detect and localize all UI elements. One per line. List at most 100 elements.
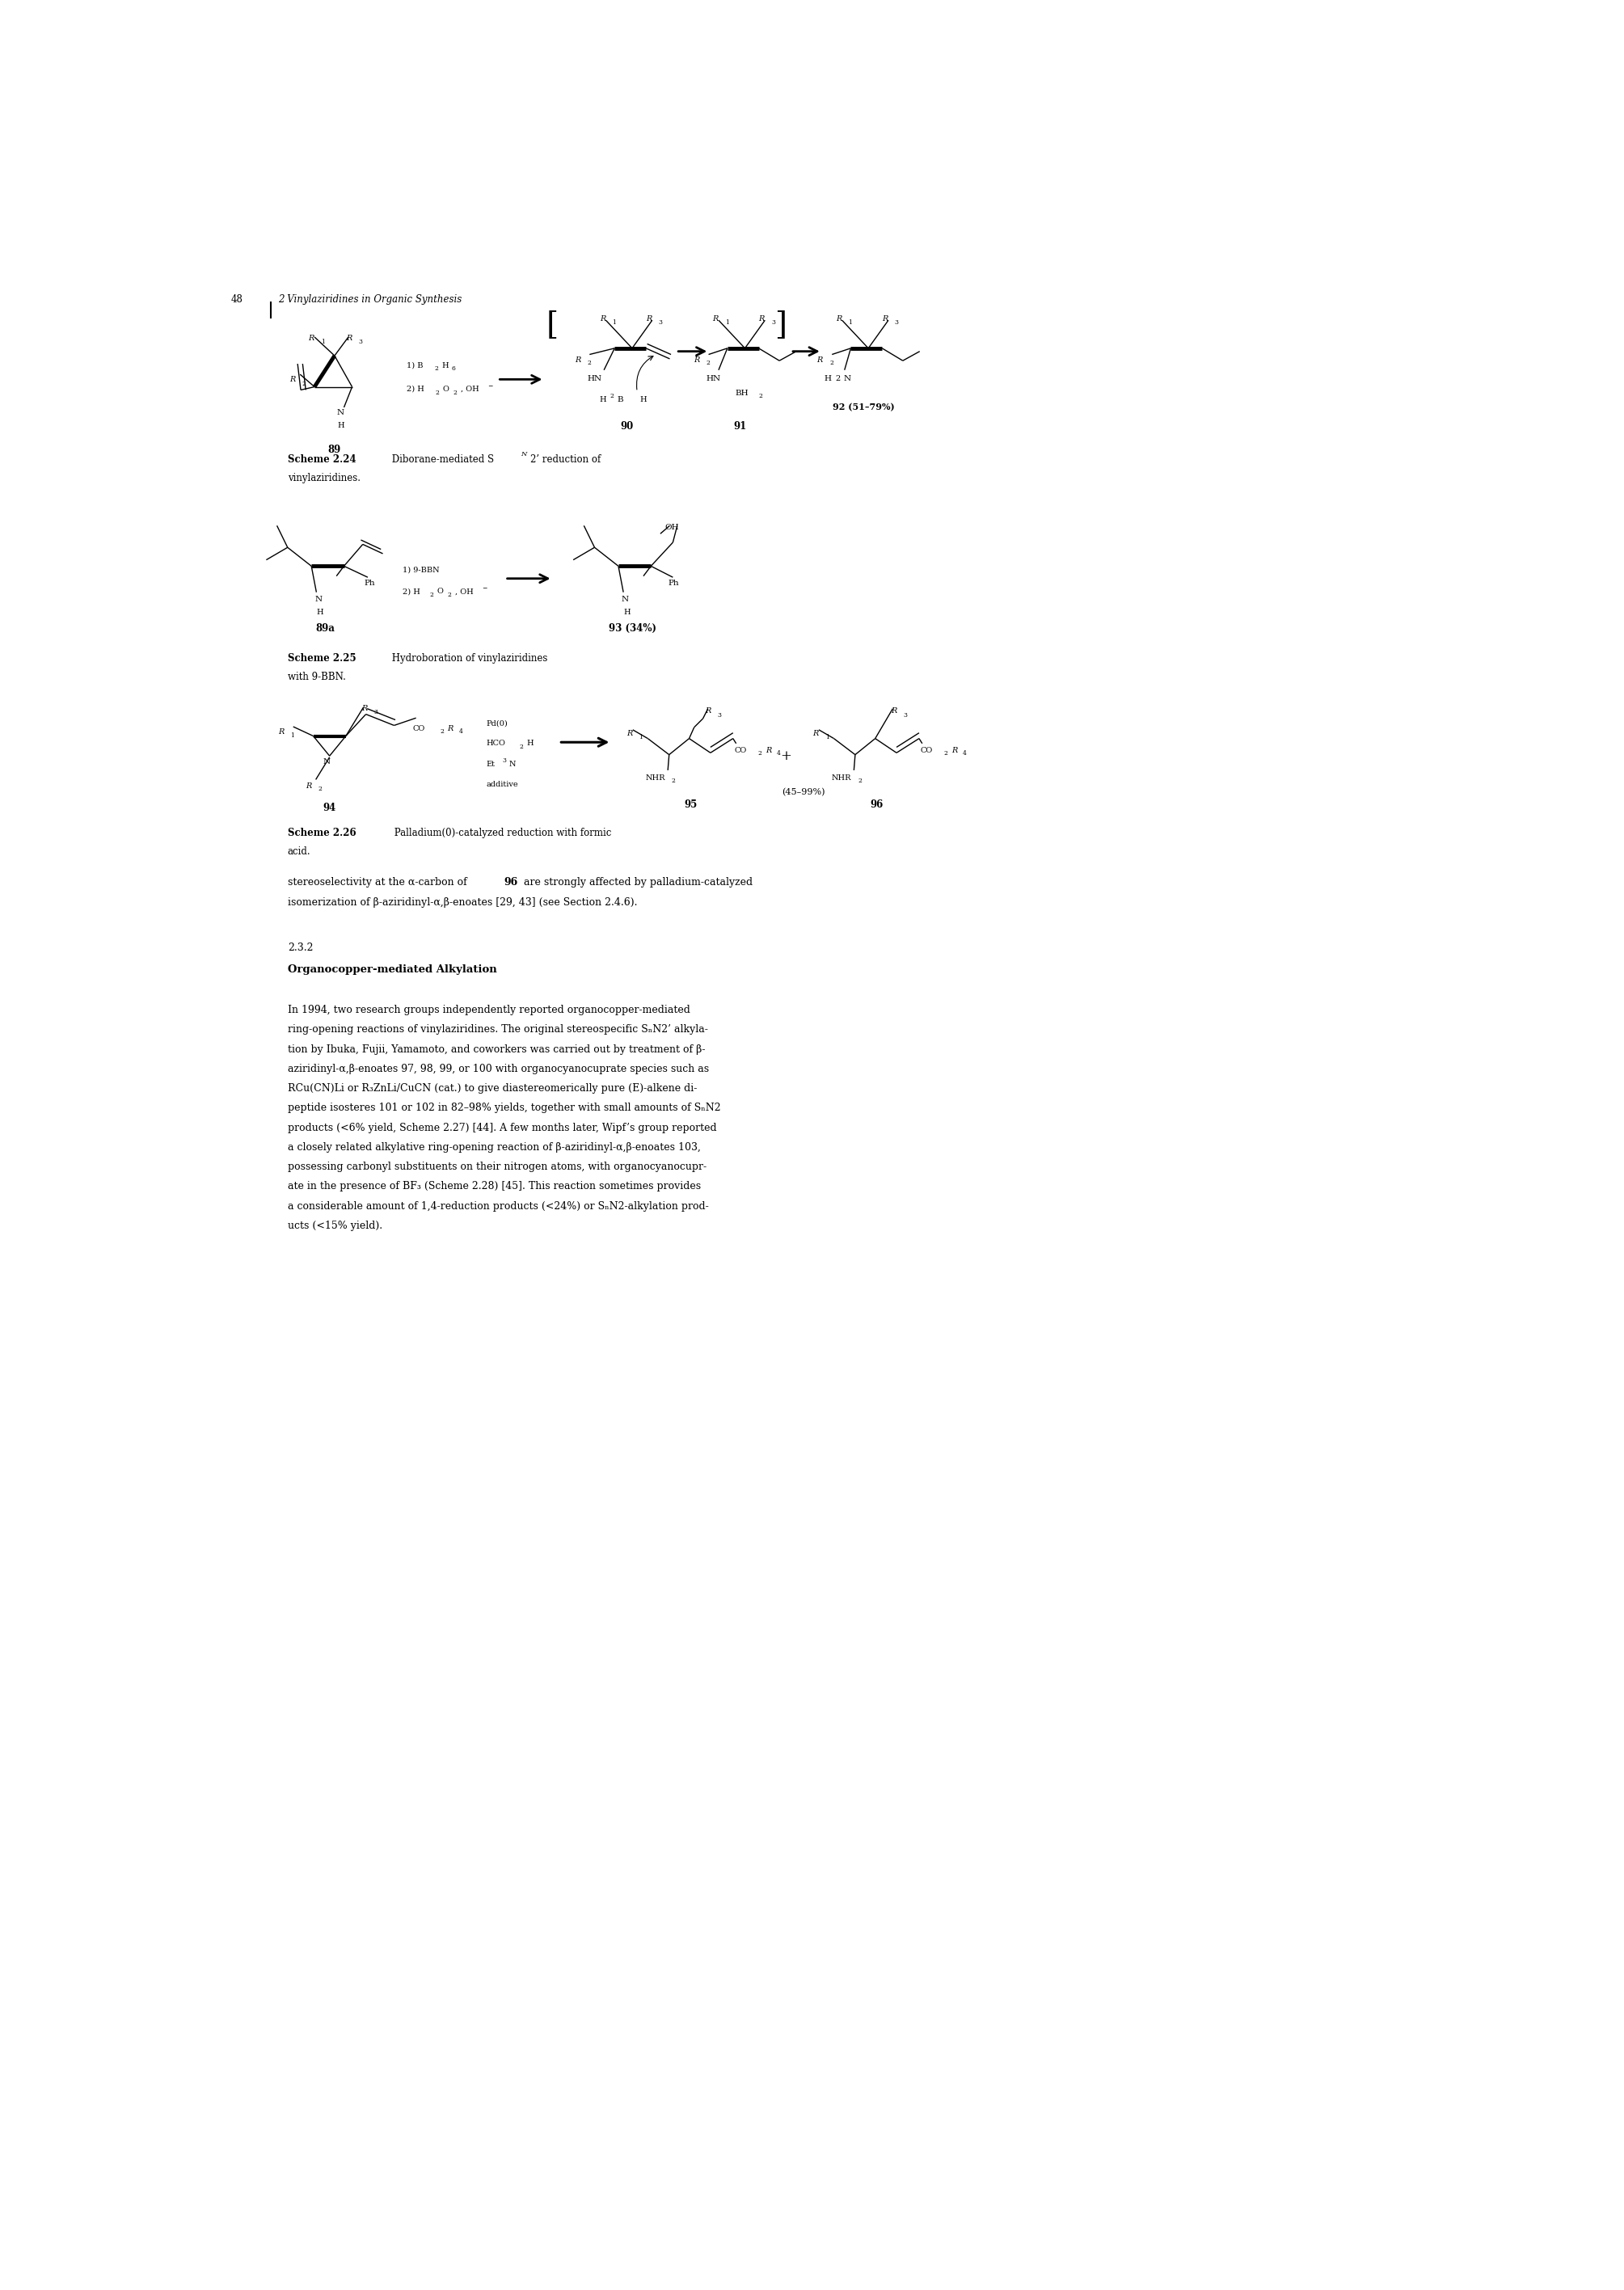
Text: 4: 4 xyxy=(458,728,463,735)
Text: 2: 2 xyxy=(586,360,591,366)
Text: 2: 2 xyxy=(435,389,440,396)
Text: Scheme 2.26: Scheme 2.26 xyxy=(287,827,356,838)
Text: 2 Vinylaziridines in Organic Synthesis: 2 Vinylaziridines in Organic Synthesis xyxy=(278,293,461,305)
Text: R: R xyxy=(575,357,580,364)
Text: 2: 2 xyxy=(758,394,763,398)
Text: vinylaziridines.: vinylaziridines. xyxy=(287,472,361,483)
Text: acid.: acid. xyxy=(287,847,310,856)
Text: Organocopper-mediated Alkylation: Organocopper-mediated Alkylation xyxy=(287,964,497,976)
Text: 1: 1 xyxy=(638,735,643,740)
Text: peptide isosteres 101 or 102 in 82–98% yields, together with small amounts of Sₙ: peptide isosteres 101 or 102 in 82–98% y… xyxy=(287,1104,721,1113)
Text: 2: 2 xyxy=(302,380,305,387)
Text: (45–99%): (45–99%) xyxy=(781,788,825,797)
Text: R: R xyxy=(765,747,771,753)
Text: tion by Ibuka, Fujii, Yamamoto, and coworkers was carried out by treatment of β-: tion by Ibuka, Fujii, Yamamoto, and cowo… xyxy=(287,1044,705,1056)
Text: , OH: , OH xyxy=(461,385,479,394)
Text: R: R xyxy=(758,316,765,323)
Text: R: R xyxy=(836,316,841,323)
Text: are strongly affected by palladium-catalyzed: are strongly affected by palladium-catal… xyxy=(521,877,754,889)
Text: Diborane-mediated S: Diborane-mediated S xyxy=(390,453,494,465)
Text: 2: 2 xyxy=(318,785,322,792)
Text: 1) 9-BBN: 1) 9-BBN xyxy=(403,566,438,572)
Text: R: R xyxy=(278,728,284,735)
Text: CO: CO xyxy=(921,747,932,753)
Text: O: O xyxy=(437,589,443,595)
Text: 96: 96 xyxy=(870,799,883,811)
Text: H: H xyxy=(640,396,646,403)
Text: Scheme 2.25: Scheme 2.25 xyxy=(287,653,356,664)
Text: BH: BH xyxy=(736,389,749,396)
Text: with 9-BBN.: with 9-BBN. xyxy=(287,671,346,682)
Text: H: H xyxy=(526,740,534,747)
Text: 3: 3 xyxy=(374,710,378,717)
Text: 1: 1 xyxy=(848,318,853,325)
Text: 2: 2 xyxy=(857,779,862,783)
Text: 1: 1 xyxy=(825,735,828,740)
Text: H: H xyxy=(317,609,323,616)
Text: R: R xyxy=(713,316,718,323)
Text: 2) H: 2) H xyxy=(403,589,421,595)
Text: H: H xyxy=(624,609,630,616)
Text: 2: 2 xyxy=(672,779,676,783)
Text: +: + xyxy=(780,749,791,763)
Text: ]: ] xyxy=(775,309,786,339)
Text: H: H xyxy=(599,396,606,403)
Text: 3: 3 xyxy=(903,712,908,719)
Text: RCu(CN)Li or R₃ZnLi/CuCN (cat.) to give diastereomerically pure (E)-alkene di-: RCu(CN)Li or R₃ZnLi/CuCN (cat.) to give … xyxy=(287,1083,697,1095)
Text: 2’ reduction of: 2’ reduction of xyxy=(531,453,601,465)
Text: N: N xyxy=(843,376,851,382)
Text: H: H xyxy=(338,421,344,428)
Text: 1: 1 xyxy=(612,318,615,325)
Text: 2: 2 xyxy=(758,751,762,756)
Text: 2.3.2: 2.3.2 xyxy=(287,943,313,953)
Text: 48: 48 xyxy=(231,293,244,305)
Text: R: R xyxy=(305,783,312,790)
Text: R: R xyxy=(309,334,313,341)
Text: N: N xyxy=(315,595,322,602)
Text: isomerization of β-aziridinyl-α,β-enoates [29, 43] (see Section 2.4.6).: isomerization of β-aziridinyl-α,β-enoate… xyxy=(287,898,637,907)
Text: 2: 2 xyxy=(453,389,456,396)
Text: R: R xyxy=(952,747,958,753)
Text: 1: 1 xyxy=(724,318,729,325)
Text: OH: OH xyxy=(664,524,679,531)
Text: 1) B: 1) B xyxy=(406,362,424,369)
Text: R: R xyxy=(817,357,823,364)
Text: −: − xyxy=(482,586,487,591)
Text: N: N xyxy=(521,451,526,458)
Text: Et: Et xyxy=(486,760,495,767)
Text: stereoselectivity at the α-carbon of: stereoselectivity at the α-carbon of xyxy=(287,877,469,889)
Text: Palladium(0)-catalyzed reduction with formic: Palladium(0)-catalyzed reduction with fo… xyxy=(391,827,611,838)
Text: additive: additive xyxy=(486,781,518,788)
Text: H: H xyxy=(825,376,831,382)
Text: , OH: , OH xyxy=(455,589,473,595)
Text: R: R xyxy=(646,316,651,323)
Text: 3: 3 xyxy=(502,758,507,763)
Text: 2: 2 xyxy=(447,591,451,598)
Text: R: R xyxy=(447,726,453,733)
Text: 2: 2 xyxy=(830,360,833,366)
Text: 2: 2 xyxy=(520,744,523,749)
Text: 2: 2 xyxy=(944,751,948,756)
Text: R: R xyxy=(289,376,296,382)
Text: N: N xyxy=(622,595,628,602)
Text: N: N xyxy=(508,760,515,767)
Text: 4: 4 xyxy=(963,751,966,756)
Text: 93 (34%): 93 (34%) xyxy=(609,623,656,634)
Text: 2: 2 xyxy=(430,591,434,598)
Text: 2: 2 xyxy=(440,728,443,735)
Text: NHR: NHR xyxy=(831,774,851,781)
Text: R: R xyxy=(892,708,896,714)
Text: 3: 3 xyxy=(718,712,721,719)
Text: 2: 2 xyxy=(836,376,841,382)
Text: ate in the presence of BF₃ (Scheme 2.28) [45]. This reaction sometimes provides: ate in the presence of BF₃ (Scheme 2.28)… xyxy=(287,1182,700,1191)
Text: 2: 2 xyxy=(434,366,438,373)
Text: Ph: Ph xyxy=(669,579,679,586)
Text: 3: 3 xyxy=(771,318,775,325)
Text: ring-opening reactions of vinylaziridines. The original stereospecific SₙN2’ alk: ring-opening reactions of vinylaziridine… xyxy=(287,1024,708,1035)
Text: NHR: NHR xyxy=(645,774,666,781)
Text: CO: CO xyxy=(412,726,425,733)
Text: [: [ xyxy=(546,309,559,339)
Text: R: R xyxy=(627,731,632,737)
Text: Scheme 2.24: Scheme 2.24 xyxy=(287,453,356,465)
Text: R: R xyxy=(812,731,818,737)
